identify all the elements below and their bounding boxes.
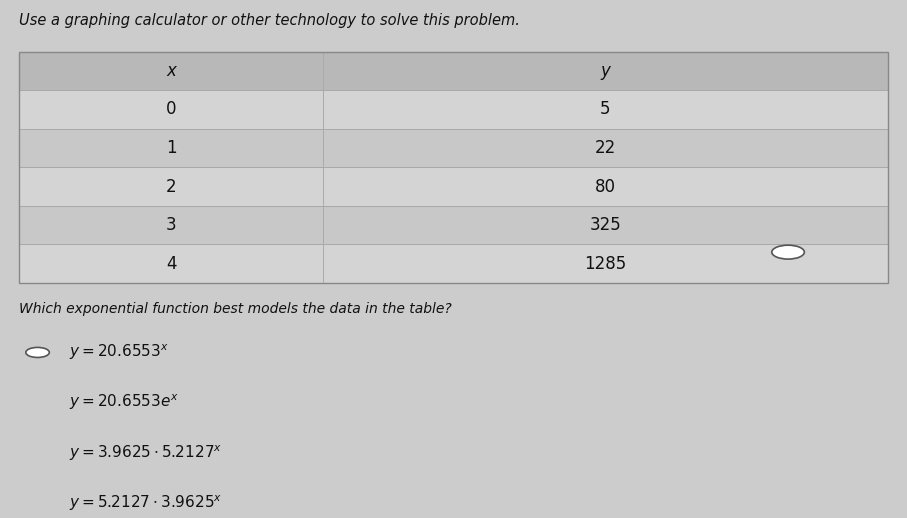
Circle shape — [25, 348, 49, 357]
Text: 22: 22 — [595, 139, 616, 157]
FancyBboxPatch shape — [19, 128, 888, 167]
Text: 80: 80 — [595, 178, 616, 196]
Text: $y = 5.2127 \cdot 3.9625^x$: $y = 5.2127 \cdot 3.9625^x$ — [69, 493, 222, 513]
Text: 3: 3 — [166, 216, 177, 234]
Text: 325: 325 — [590, 216, 621, 234]
FancyBboxPatch shape — [19, 206, 888, 244]
Text: 0: 0 — [166, 100, 177, 119]
Circle shape — [25, 398, 49, 408]
FancyBboxPatch shape — [19, 51, 888, 90]
Text: 1: 1 — [166, 139, 177, 157]
Text: 4: 4 — [166, 255, 177, 272]
Text: 2: 2 — [166, 178, 177, 196]
Text: $y = 20.6553e^x$: $y = 20.6553e^x$ — [69, 393, 179, 412]
Text: 1285: 1285 — [584, 255, 627, 272]
Circle shape — [25, 448, 49, 458]
Text: Which exponential function best models the data in the table?: Which exponential function best models t… — [19, 303, 453, 316]
Text: 5: 5 — [600, 100, 610, 119]
Text: Use a graphing calculator or other technology to solve this problem.: Use a graphing calculator or other techn… — [19, 13, 521, 28]
Circle shape — [25, 498, 49, 508]
Text: $y = 3.9625 \cdot 5.2127^x$: $y = 3.9625 \cdot 5.2127^x$ — [69, 443, 222, 463]
FancyBboxPatch shape — [19, 167, 888, 206]
Circle shape — [772, 245, 805, 259]
Text: x: x — [167, 62, 176, 80]
FancyBboxPatch shape — [19, 90, 888, 128]
Text: y: y — [600, 62, 610, 80]
Text: $y = 20.6553^x$: $y = 20.6553^x$ — [69, 342, 169, 362]
FancyBboxPatch shape — [19, 244, 888, 283]
